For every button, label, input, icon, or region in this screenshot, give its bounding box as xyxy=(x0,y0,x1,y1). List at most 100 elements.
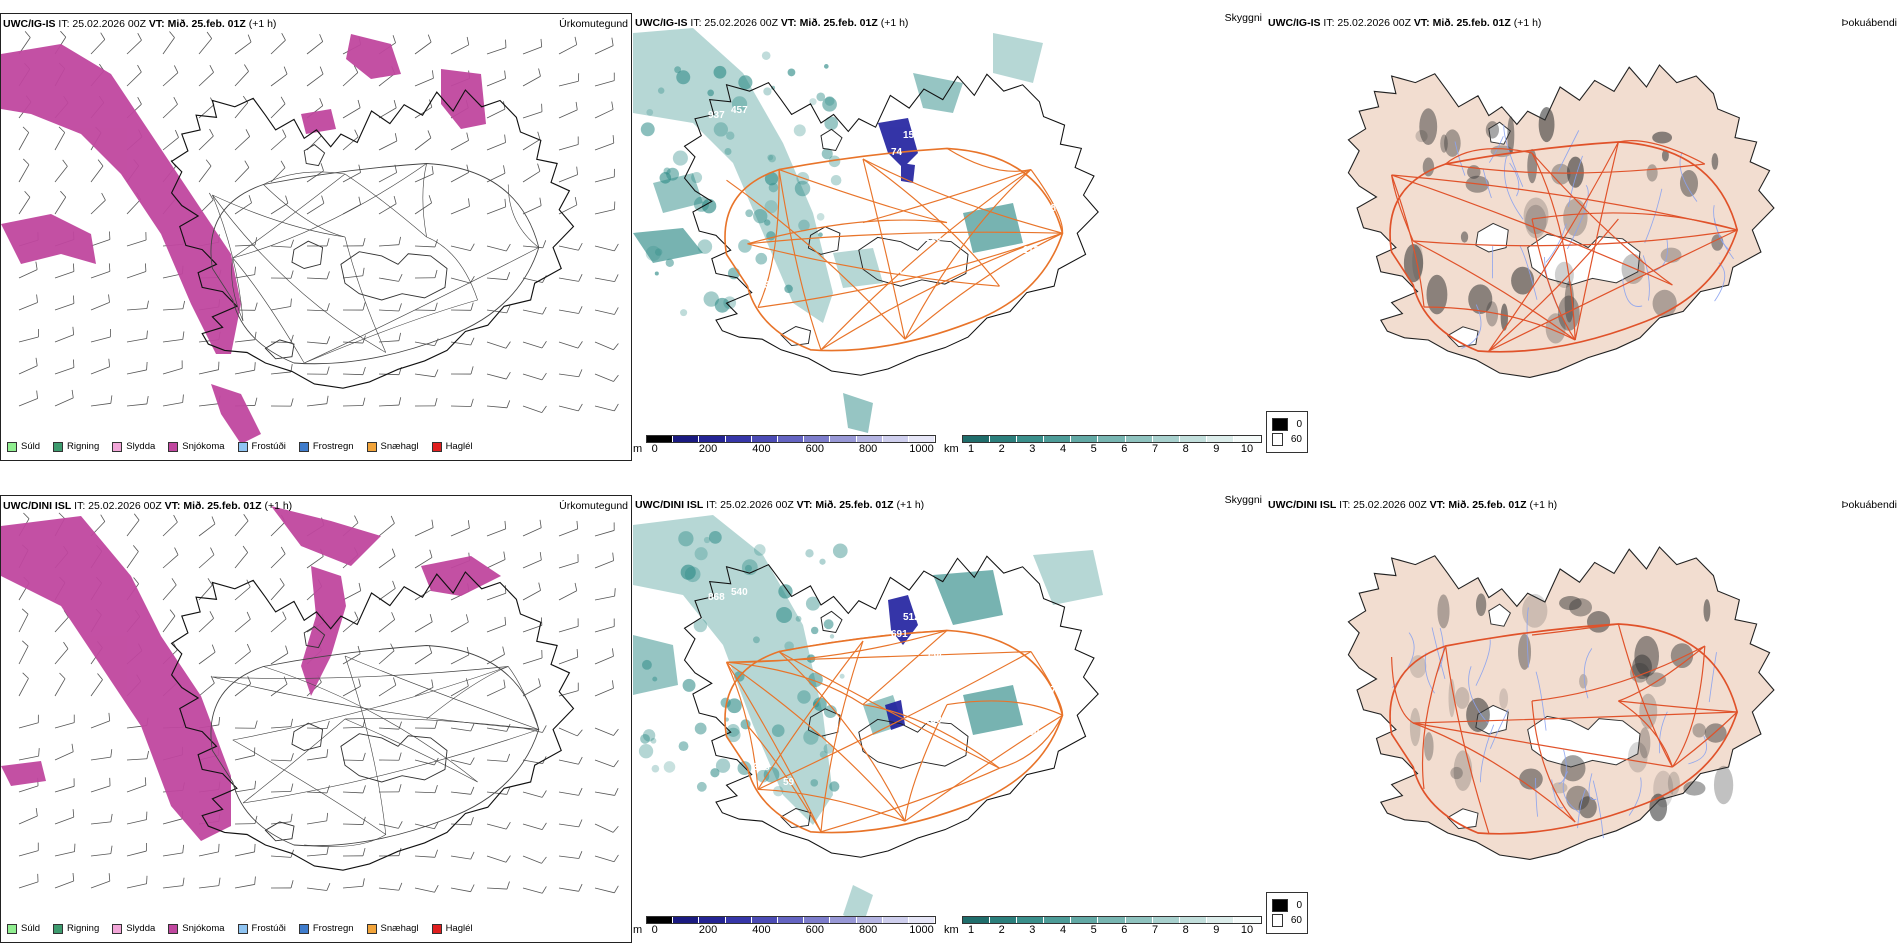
legend-label: Snjókoma xyxy=(182,923,225,934)
colorbar-segment xyxy=(830,436,857,442)
legend-item: Snæhagl xyxy=(366,441,419,452)
scale-tick-label: 5 xyxy=(1090,924,1097,936)
fog-legend-row: 60 xyxy=(1272,433,1302,446)
value-label: 51 xyxy=(843,787,855,798)
legend-label: Frostúði xyxy=(251,441,286,452)
iceland-outline xyxy=(170,89,575,389)
fog-legend-swatch xyxy=(1272,914,1283,927)
colorbar-segment xyxy=(1071,436,1099,442)
legend-swatch xyxy=(53,923,64,934)
scale-tick-label: 3 xyxy=(1029,443,1036,455)
legend-swatch xyxy=(366,441,377,452)
legend-swatch xyxy=(7,441,17,452)
cloud-base-scale-bottom: 0 200 400 600 800 1000 m xyxy=(633,916,936,938)
scale-tick-label: 4 xyxy=(1059,924,1067,936)
value-label: 49 xyxy=(1085,605,1097,616)
panel-title: UWC/DINI ISL IT: 25.02.2026 00Z VT: Mið.… xyxy=(1268,499,1558,511)
iceland-outline xyxy=(683,73,1099,376)
panel-title: UWC/DINI ISL IT: 25.02.2026 00Z VT: Mið.… xyxy=(3,500,293,512)
precip-legend: Súld Rigning Slydda Snjókoma Frostúði Frostre… xyxy=(7,923,473,934)
scale-tick-label: 3 xyxy=(1029,924,1036,936)
colorbar-segment xyxy=(725,917,752,923)
colorbar-segment xyxy=(647,436,674,442)
fog-legend-row: 0 xyxy=(1272,899,1302,912)
panel-variable-label: Þokuábendi xyxy=(1841,17,1897,29)
low-cloud-base-areas xyxy=(878,118,918,183)
precip-legend: Súld Rigning Slydda Snjókoma Frostúði Frostre… xyxy=(7,441,473,452)
scale-tick-label: 200 xyxy=(698,924,718,936)
iceland-outline xyxy=(683,555,1099,858)
legend-label: Snjókoma xyxy=(182,441,225,452)
panel-variable-label: Þokuábendi xyxy=(1841,499,1897,511)
legend-item: Haglél xyxy=(431,923,473,934)
legend-label: Snæhagl xyxy=(380,441,419,452)
scale-tick-label: 4 xyxy=(1059,443,1067,455)
fog-legend-bottom: 0 60 xyxy=(1266,892,1308,934)
scale-tick-label: 8 xyxy=(1182,443,1189,455)
fog-panel-bottom: UWC/DINI ISL IT: 25.02.2026 00Z VT: Mið.… xyxy=(1266,495,1900,943)
scale-tick-label: 400 xyxy=(752,443,771,455)
legend-label: Frostúði xyxy=(251,923,286,934)
colorbar-segment xyxy=(1125,436,1153,442)
value-label: 512 xyxy=(903,612,920,623)
panel-title: UWC/IG-IS IT: 25.02.2026 00Z VT: Mið. 25… xyxy=(635,17,909,29)
colorbar-segment xyxy=(804,917,831,923)
legend-label: Súld xyxy=(21,441,41,452)
colorbar-segment xyxy=(699,917,726,923)
value-label: 608 xyxy=(953,787,970,798)
scale-tick-label: 6 xyxy=(1121,924,1128,936)
scale-tick-label: 1000 xyxy=(909,924,934,936)
scale-tick-label: 800 xyxy=(858,443,878,455)
cloud-base-ticks: 0 200 400 600 800 1000 xyxy=(646,924,936,938)
colorbar-segment xyxy=(1152,917,1180,923)
value-label: 59 xyxy=(783,777,795,788)
scale-tick-label: 2 xyxy=(998,443,1005,455)
colorbar-segment xyxy=(751,436,778,442)
colorbar-segment xyxy=(990,917,1018,923)
legend-item: Frostregn xyxy=(298,441,354,452)
cloud-base-unit: m xyxy=(633,924,643,936)
panel-variable-label: Skyggni xyxy=(1224,495,1262,506)
legend-label: Súld xyxy=(21,923,41,934)
low-visibility-areas xyxy=(633,515,1103,925)
scale-tick-label: 0 xyxy=(651,443,658,455)
legend-item: Frostregn xyxy=(298,923,354,934)
value-label: 868 xyxy=(708,592,725,603)
scale-tick-label: 1 xyxy=(967,924,975,936)
precip-map xyxy=(1,506,619,894)
colorbar-segment xyxy=(1206,436,1234,442)
fog-legend-swatch xyxy=(1272,899,1289,912)
colorbar-segment xyxy=(1017,917,1045,923)
legend-swatch xyxy=(298,923,309,934)
legend-item: Slydda xyxy=(112,923,155,934)
colorbar-segment xyxy=(673,436,700,442)
fog-legend-row: 0 xyxy=(1272,418,1302,431)
scale-tick-label: 800 xyxy=(858,924,878,936)
colorbar-segment xyxy=(990,436,1018,442)
fog-map xyxy=(1347,546,1775,860)
colorbar-segment xyxy=(725,436,752,442)
visibility-map: 868 540 512 691 685 49 87 153 184 292 318 59 51 608 xyxy=(633,515,1103,925)
colorbar-segment xyxy=(1071,917,1099,923)
scale-tick-label: 2 xyxy=(998,924,1005,936)
precip-type-panel-top: UWC/IG-IS IT: 25.02.2026 00Z VT: Mið. 25… xyxy=(0,13,632,461)
value-label: 184 xyxy=(1023,727,1040,738)
legend-label: Haglél xyxy=(445,923,473,934)
scale-tick-label: 7 xyxy=(1151,443,1159,455)
fog-legend-label: 60 xyxy=(1290,915,1302,926)
cloud-base-unit: m xyxy=(633,443,643,455)
visibility-unit: km xyxy=(944,443,959,455)
colorbar-segment xyxy=(908,436,936,442)
colorbar-segment xyxy=(882,436,909,442)
visibility-scale-top: 1 2 3 4 5 6 7 8 9 10 km xyxy=(944,435,1262,457)
colorbar-segment xyxy=(699,436,726,442)
colorbar-segment xyxy=(1179,917,1207,923)
visibility-unit: km xyxy=(944,924,959,936)
legend-label: Slydda xyxy=(126,923,156,934)
legend-swatch xyxy=(431,441,442,452)
colorbar-segment xyxy=(882,917,909,923)
fog-legend-swatch xyxy=(1272,433,1283,446)
scale-tick-label: 9 xyxy=(1213,924,1220,936)
legend-swatch xyxy=(112,923,123,934)
